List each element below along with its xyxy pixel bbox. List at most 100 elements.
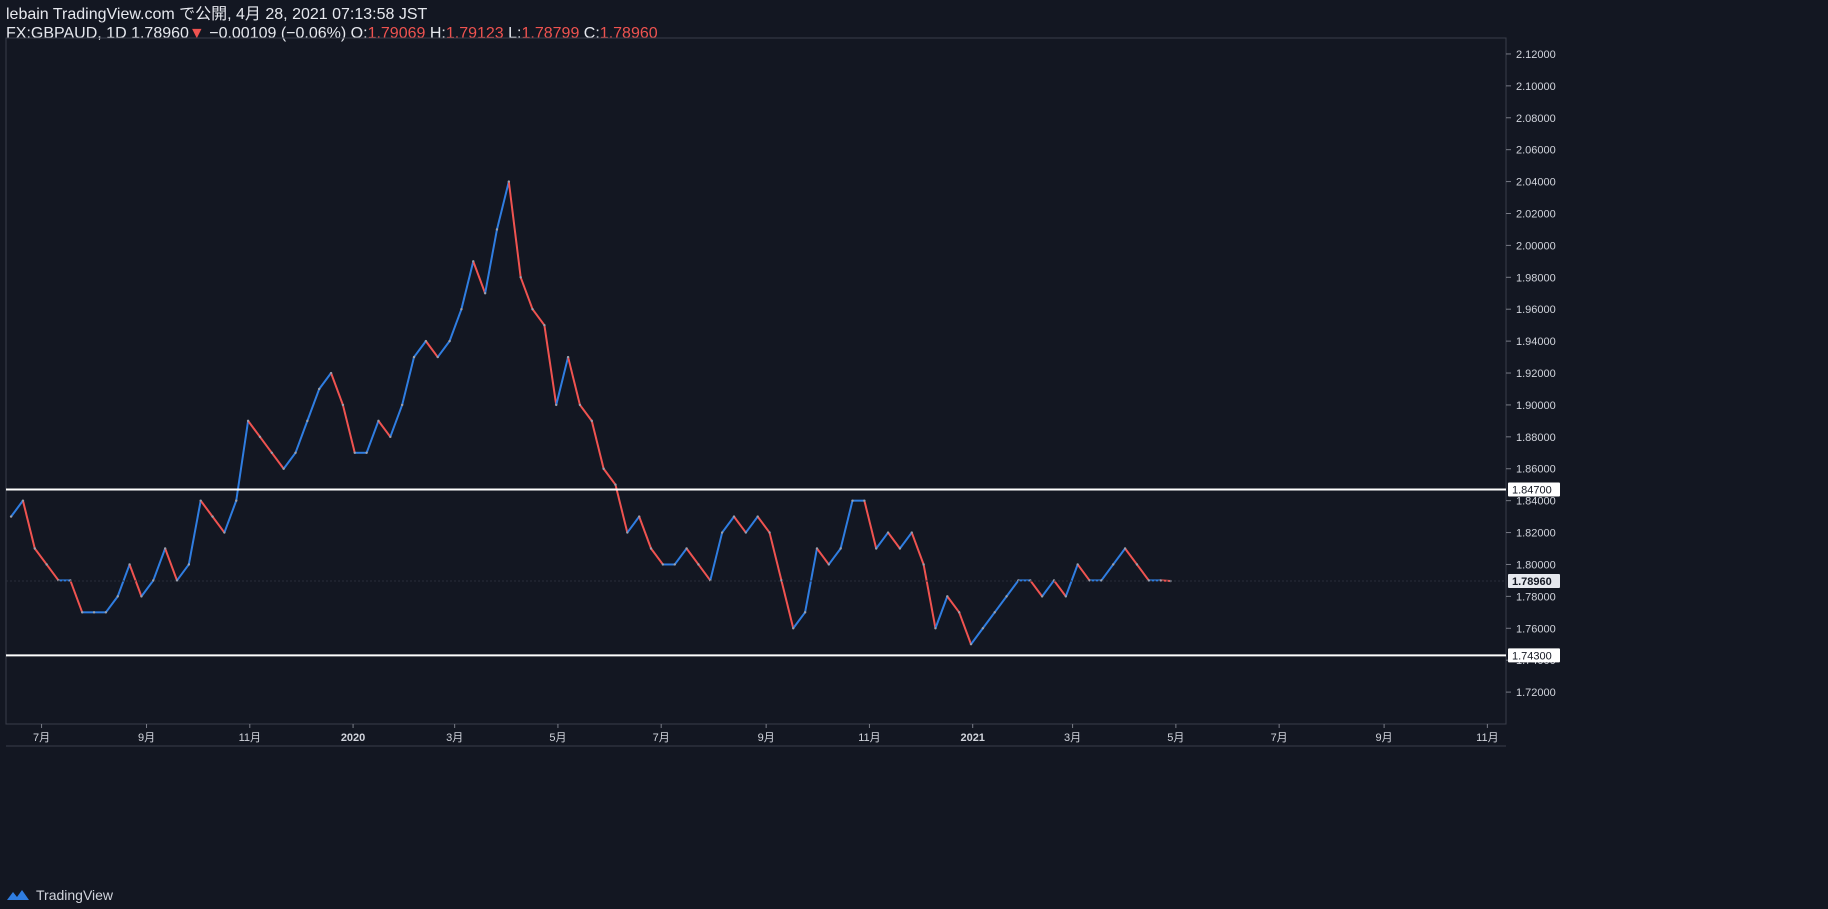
price-segment — [413, 340, 427, 358]
price-point — [223, 531, 226, 534]
y-tick-label: 2.04000 — [1516, 177, 1556, 189]
price-segment — [259, 436, 273, 454]
price-point — [839, 547, 842, 550]
price-segment — [839, 500, 854, 549]
y-tick-label: 1.96000 — [1516, 304, 1556, 316]
price-segment — [472, 261, 487, 294]
price-point — [590, 419, 593, 423]
price-segment — [389, 404, 404, 438]
x-tick-label: 9月 — [1376, 732, 1393, 744]
price-point — [661, 563, 665, 566]
price-segment — [460, 261, 475, 310]
horizontal-line-label: 1.84700 — [1512, 484, 1552, 496]
x-tick-label: 5月 — [1167, 732, 1184, 744]
price-point — [1112, 563, 1115, 566]
price-segment — [507, 181, 522, 278]
last-price-label: 1.78960 — [1512, 576, 1552, 588]
price-point — [306, 419, 309, 423]
price-segment — [875, 531, 889, 550]
price-segment — [318, 372, 332, 390]
x-tick-label: 9月 — [138, 732, 155, 744]
price-point — [472, 260, 475, 263]
price-segment — [401, 356, 415, 406]
price-segment — [579, 404, 593, 422]
price-point — [1159, 579, 1162, 582]
price-point — [934, 627, 937, 630]
price-segment — [958, 611, 972, 645]
horizontal-line-tag — [1508, 648, 1560, 663]
price-segment — [1053, 579, 1067, 597]
price-segment — [377, 420, 392, 438]
price-point — [341, 403, 345, 407]
last-price-tag — [1508, 574, 1560, 589]
x-tick-label: 3月 — [446, 732, 463, 744]
price-segment — [187, 500, 202, 565]
price-point — [400, 403, 404, 407]
price-point — [756, 515, 759, 518]
horizontal-line-tag — [1508, 482, 1560, 497]
price-segment — [946, 595, 960, 613]
price-segment — [721, 516, 735, 534]
y-tick-label: 1.78000 — [1516, 591, 1556, 603]
price-point — [531, 308, 534, 311]
y-tick-label: 1.90000 — [1516, 400, 1556, 412]
price-segment — [282, 452, 297, 470]
price-segment — [745, 516, 759, 534]
price-point — [329, 371, 333, 375]
price-segment — [448, 308, 463, 342]
price-point — [673, 563, 676, 566]
price-point — [33, 547, 36, 550]
price-point — [377, 419, 380, 423]
price-point — [720, 531, 724, 534]
price-segment — [650, 547, 664, 566]
price-point — [792, 627, 795, 630]
price-point — [448, 339, 451, 343]
y-tick-label: 2.06000 — [1516, 145, 1556, 157]
price-point — [282, 467, 285, 470]
price-point — [1123, 547, 1127, 550]
y-tick-label: 1.94000 — [1516, 336, 1556, 348]
tradingview-logo-icon — [7, 890, 29, 900]
price-point — [270, 451, 274, 454]
price-segment — [804, 548, 818, 613]
price-point — [744, 531, 748, 534]
price-segment — [21, 500, 36, 549]
price-segment — [733, 516, 747, 534]
price-point — [353, 451, 356, 454]
x-tick-label: 7月 — [653, 732, 670, 744]
price-point — [946, 595, 949, 598]
price-point — [1076, 563, 1079, 566]
x-tick-label: 3月 — [1064, 732, 1081, 744]
price-segment — [270, 452, 285, 470]
price-segment — [247, 420, 261, 438]
price-segment — [1029, 579, 1043, 597]
price-point — [993, 611, 996, 614]
price-point — [626, 531, 629, 534]
price-point — [969, 643, 973, 646]
price-point — [175, 579, 179, 582]
price-segment — [910, 532, 925, 565]
price-segment — [780, 580, 795, 629]
y-tick-label: 1.92000 — [1516, 368, 1556, 380]
price-point — [21, 499, 25, 502]
price-point — [732, 515, 736, 518]
y-tick-label: 1.88000 — [1516, 432, 1556, 444]
price-point — [685, 547, 688, 550]
price-point — [851, 499, 854, 502]
price-segment — [10, 500, 24, 518]
price-segment — [1100, 563, 1115, 582]
price-segment — [1064, 564, 1079, 597]
price-point — [424, 339, 428, 343]
x-tick-label: 11月 — [858, 732, 880, 744]
price-segment — [116, 564, 131, 597]
price-point — [863, 499, 866, 502]
price-segment — [330, 372, 344, 406]
x-tick-label: 5月 — [549, 732, 566, 744]
price-segment — [697, 563, 712, 582]
x-tick-label: 11月 — [1476, 732, 1498, 744]
y-tick-label: 1.76000 — [1516, 623, 1556, 635]
price-segment — [673, 547, 688, 566]
price-segment — [792, 611, 806, 629]
x-tick-label: 11月 — [239, 732, 261, 744]
